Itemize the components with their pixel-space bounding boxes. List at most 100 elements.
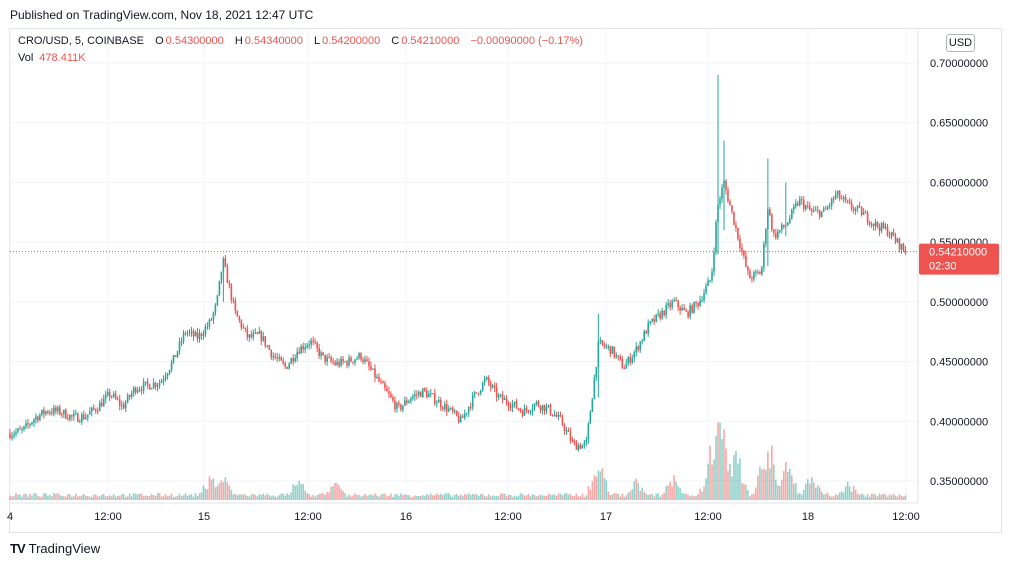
candle-body: [737, 227, 739, 239]
volume-bar: [360, 496, 362, 500]
volume-bar: [82, 494, 85, 500]
volume-bar: [579, 496, 582, 500]
candle-body: [290, 358, 293, 364]
candle-body: [579, 445, 582, 449]
candle-body: [144, 381, 147, 383]
volume-bar: [637, 483, 640, 500]
volume-bar: [404, 494, 406, 500]
volume-bar: [471, 493, 474, 500]
candle-body: [53, 407, 55, 414]
volume-bar: [511, 496, 514, 500]
x-tick-label: 18: [802, 511, 814, 523]
candle-body: [621, 359, 624, 369]
candle-body: [515, 401, 518, 409]
candle-body: [94, 409, 97, 412]
candle-body: [537, 401, 540, 407]
volume-bar: [475, 494, 478, 500]
candle-body: [615, 355, 618, 357]
volume-bar: [727, 471, 729, 500]
candle-body: [637, 346, 640, 351]
candle-body: [336, 361, 338, 365]
candle-body: [848, 201, 851, 204]
candle-body: [172, 355, 175, 363]
volume-bar: [663, 492, 665, 500]
candle-body: [771, 214, 773, 230]
volume-bar: [876, 496, 879, 500]
candle-body: [398, 402, 400, 405]
candle-body: [435, 402, 438, 404]
volume-bar: [643, 491, 646, 500]
volume-bar: [719, 422, 721, 500]
low-value: 0.54200000: [322, 35, 381, 47]
volume-bar: [338, 485, 340, 500]
volume-bar: [820, 491, 823, 500]
candle-body: [864, 212, 867, 214]
volume-bar: [270, 496, 273, 500]
volume-bar: [852, 485, 855, 500]
volume-bar: [230, 489, 233, 500]
candle-body: [134, 387, 137, 393]
volume-bar: [874, 494, 877, 500]
candle-body: [477, 393, 480, 395]
candle-body: [218, 280, 221, 296]
candle-body: [142, 382, 145, 391]
last-price-label: 0.54210000: [929, 247, 987, 259]
candle-body: [693, 302, 695, 313]
candle-body: [525, 408, 528, 411]
candle-body: [543, 404, 546, 412]
volume-bar: [384, 493, 386, 500]
candle-body: [9, 433, 11, 439]
candle-body: [665, 304, 667, 316]
volume-bar: [832, 496, 835, 500]
candle-body: [184, 333, 187, 335]
volume-bar: [248, 496, 251, 500]
volume-label: Vol: [18, 52, 34, 64]
candle-body: [487, 377, 490, 383]
volume-bar: [394, 494, 396, 500]
currency-button[interactable]: USD: [946, 34, 975, 52]
candle-body: [394, 400, 396, 410]
volume-bar: [597, 470, 600, 500]
candle-body: [563, 425, 566, 432]
volume-bar: [228, 485, 231, 500]
volume-bar: [412, 496, 414, 500]
candle-body: [709, 280, 711, 282]
volume-bar: [314, 496, 316, 500]
volume-bar: [208, 476, 211, 500]
candle-body: [140, 389, 143, 391]
volume-bar: [342, 490, 344, 500]
volume-bar: [304, 490, 306, 500]
volume-bar: [116, 495, 119, 500]
volume-bar: [818, 487, 821, 500]
candle-body: [633, 352, 636, 358]
volume-bar: [198, 493, 201, 500]
candle-body: [69, 415, 71, 420]
volume-bar: [398, 496, 400, 500]
symbol-label[interactable]: CRO/USD, 5, COINBASE: [18, 35, 144, 47]
candle-body: [904, 249, 907, 254]
volume-bar: [792, 483, 795, 500]
volume-bar: [294, 485, 296, 500]
volume-bar: [537, 495, 540, 500]
volume-bar: [63, 496, 65, 500]
volume-bar: [238, 494, 241, 500]
volume-bar: [138, 493, 141, 500]
volume-bar: [583, 496, 586, 500]
candle-body: [583, 442, 586, 445]
volume-bar: [262, 493, 265, 500]
candle-body: [485, 377, 488, 380]
volume-bar: [589, 490, 592, 500]
candle-body: [57, 407, 59, 412]
volume-bar: [256, 496, 259, 500]
candle-body: [812, 210, 815, 212]
candle-body: [302, 346, 304, 350]
volume-bar: [603, 478, 606, 500]
candle-body: [350, 357, 352, 362]
candle-body: [860, 206, 863, 215]
candle-body: [894, 236, 897, 242]
volume-bar: [25, 493, 27, 500]
candle-body: [735, 224, 737, 228]
candle-body: [27, 423, 29, 425]
candle-body: [577, 445, 580, 450]
